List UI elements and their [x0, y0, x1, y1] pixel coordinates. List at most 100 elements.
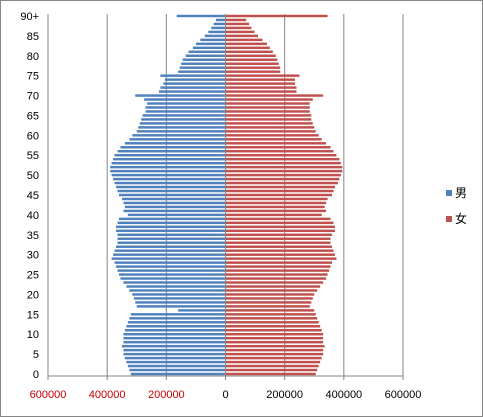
bar-female-67 [225, 106, 310, 109]
bar-female-45 [225, 193, 332, 197]
bar-male-57 [120, 146, 226, 149]
bar-male-55 [114, 153, 226, 157]
bar-female-52 [225, 165, 343, 169]
bar-male-74 [164, 78, 226, 81]
bar-male-18 [135, 301, 226, 304]
bar-male-48 [114, 181, 226, 185]
bar-male-53 [111, 161, 226, 165]
y-tick-labels: 0 5 10 15 20 25 30 35 40 45 50 55 60 65 70 75 80 85 90+ [20, 11, 39, 381]
bar-female-25 [225, 273, 328, 276]
bar-female-6 [225, 348, 324, 352]
y-tick-label-20: 20 [27, 289, 39, 301]
bar-female-9 [225, 336, 324, 340]
bar-female-50 [225, 173, 341, 177]
bar-male-84 [200, 38, 226, 42]
bar-male-40 [127, 213, 226, 217]
bar-male-30 [113, 253, 226, 256]
bar-female-66 [225, 110, 310, 113]
bar-female-15 [225, 313, 316, 316]
bar-male-76 [178, 70, 226, 73]
bar-male-78 [181, 62, 226, 65]
y-tick-label-25: 25 [27, 270, 39, 282]
bars [110, 14, 343, 376]
bar-male-38 [117, 221, 226, 225]
bar-male-79 [182, 58, 226, 61]
bar-female-8 [225, 340, 324, 344]
bar-male-15 [130, 313, 226, 316]
bar-female-90plus [225, 14, 328, 18]
bar-male-5 [123, 352, 226, 356]
bar-female-19 [225, 297, 313, 300]
bar-female-69 [225, 98, 313, 101]
bar-female-79 [225, 58, 278, 61]
bar-male-82 [192, 46, 226, 50]
bar-female-68 [225, 102, 310, 105]
bar-female-27 [225, 265, 331, 268]
bar-male-85 [204, 34, 226, 38]
bar-male-45 [119, 193, 226, 197]
x-tick-label-2: 200000 [148, 389, 185, 401]
bar-male-44 [121, 197, 226, 201]
legend-label-male: 男 [455, 186, 467, 200]
bar-female-85 [225, 34, 259, 38]
bar-male-88 [213, 22, 226, 26]
bar-female-12 [225, 325, 321, 328]
bar-male-26 [117, 269, 226, 272]
bar-male-28 [114, 261, 226, 264]
bar-female-80 [225, 54, 276, 58]
bar-male-9 [123, 336, 226, 340]
bar-male-42 [124, 205, 226, 209]
bar-female-3 [225, 360, 321, 364]
bar-female-47 [225, 185, 335, 189]
bar-male-2 [127, 364, 226, 368]
bar-female-71 [225, 90, 297, 93]
bar-female-77 [225, 66, 281, 69]
bar-female-29 [225, 257, 337, 260]
bar-male-61 [136, 130, 226, 133]
bar-male-59 [129, 138, 226, 141]
bar-male-11 [124, 329, 226, 332]
bar-male-68 [147, 102, 226, 105]
bar-male-86 [208, 30, 226, 34]
bar-female-26 [225, 269, 330, 272]
bar-female-24 [225, 277, 327, 280]
bar-female-13 [225, 321, 319, 324]
bar-female-63 [225, 122, 313, 125]
bar-male-49 [113, 177, 226, 181]
y-tick-label-0: 0 [33, 369, 39, 381]
bar-female-51 [225, 169, 343, 173]
bar-female-48 [225, 181, 338, 185]
y-tick-label-65: 65 [27, 110, 39, 122]
bar-male-63 [139, 122, 226, 125]
bar-female-56 [225, 150, 334, 153]
bar-female-1 [225, 368, 318, 372]
bar-male-10 [123, 332, 226, 336]
bar-male-33 [117, 241, 226, 244]
bar-female-37 [225, 225, 335, 229]
bar-male-22 [126, 285, 226, 288]
bar-male-32 [116, 245, 226, 248]
x-tick-label-3: 0 [222, 389, 228, 401]
bar-male-14 [129, 317, 226, 320]
bar-female-30 [225, 253, 335, 256]
bar-female-40 [225, 213, 322, 217]
bar-male-54 [113, 157, 226, 161]
bar-female-32 [225, 245, 332, 248]
bar-female-21 [225, 289, 318, 292]
bar-female-44 [225, 197, 328, 201]
y-tick-label-35: 35 [27, 230, 39, 242]
y-tick-label-90plus: 90+ [20, 11, 39, 23]
bar-female-55 [225, 153, 337, 157]
bar-male-27 [116, 265, 226, 268]
bar-female-10 [225, 332, 324, 336]
bar-male-12 [126, 325, 226, 328]
bar-male-37 [116, 225, 226, 229]
bar-male-17 [136, 305, 226, 308]
bar-male-34 [117, 237, 226, 240]
legend-label-female: 女 [455, 211, 467, 226]
bar-female-64 [225, 118, 312, 121]
bar-female-16 [225, 309, 315, 312]
legend: 男女 [446, 186, 467, 226]
y-tick-label-50: 50 [27, 170, 39, 182]
